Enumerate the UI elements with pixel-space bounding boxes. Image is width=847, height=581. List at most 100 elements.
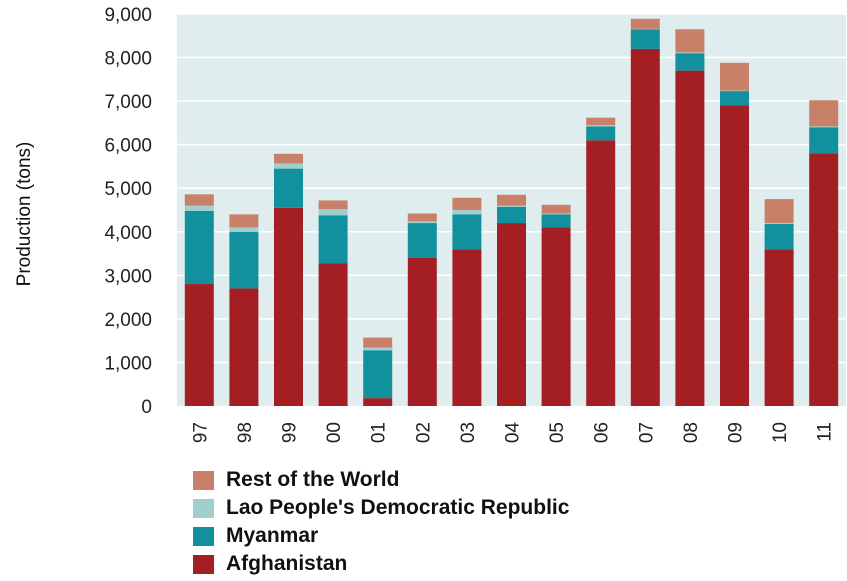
bar-segment	[497, 194, 526, 206]
bar-segment	[452, 214, 482, 250]
bar-segment	[675, 70, 705, 406]
bar-segment	[541, 204, 571, 214]
y-tick-label: 9,000	[104, 5, 152, 26]
bar-segment	[363, 350, 393, 399]
y-axis-ticks: 0 1,000 2,000 3,000 4,000 5,000 6,000 7,000 8,00…	[104, 5, 152, 418]
bar-segment	[541, 214, 571, 228]
y-axis-label: Production (tons)	[14, 142, 35, 287]
bar-segment	[764, 223, 794, 224]
x-tick-label: 07	[636, 422, 657, 443]
bar-segment	[318, 263, 348, 406]
bar-segment	[184, 284, 214, 406]
x-tick-label: 08	[681, 422, 702, 443]
legend: Rest of the World Lao People's Democratic…	[193, 466, 569, 578]
x-tick-label: 02	[413, 422, 434, 443]
x-tick-label: 04	[503, 422, 524, 444]
x-tick-label: 06	[592, 422, 613, 443]
bar-segment	[764, 249, 794, 406]
bar-segment	[675, 29, 705, 53]
legend-label: Rest of the World	[226, 468, 400, 491]
legend-label: Afghanistan	[226, 552, 348, 575]
bar-segment	[363, 347, 393, 351]
x-tick-label: 05	[547, 422, 568, 443]
bar-segment	[452, 210, 482, 215]
bar-segment	[318, 215, 348, 264]
y-tick-label: 1,000	[104, 353, 152, 374]
bar-segment	[586, 117, 616, 126]
y-tick-label: 8,000	[104, 49, 152, 70]
bar-segment	[630, 29, 660, 49]
x-tick-label: 01	[369, 422, 390, 443]
bar-segment	[229, 231, 259, 289]
bar-segment	[318, 209, 348, 216]
x-axis-ticks: 97 98 99 00 01 02 03 04 05 06 07 08 09 10 11	[190, 422, 835, 444]
x-tick-label: 98	[235, 422, 256, 443]
x-tick-label: 97	[190, 422, 211, 443]
y-tick-label: 6,000	[104, 136, 152, 157]
bar-segment	[452, 197, 482, 210]
bar-segment	[274, 168, 303, 208]
legend-swatch	[193, 470, 214, 490]
bar-segment	[586, 125, 616, 127]
bar-segment	[541, 227, 571, 406]
x-tick-label: 99	[280, 422, 301, 443]
bar-segment	[363, 398, 393, 406]
y-tick-label: 7,000	[104, 92, 152, 113]
bar-segment	[675, 52, 705, 54]
bar-segment	[274, 207, 303, 406]
bar-segment	[184, 205, 214, 211]
bar-segment	[274, 153, 303, 164]
y-tick-label: 4,000	[104, 223, 152, 244]
x-tick-label: 03	[458, 422, 479, 443]
bar-segment	[586, 126, 616, 141]
bar-segment	[229, 288, 259, 406]
bar-segment	[675, 53, 705, 71]
bar-segment	[809, 153, 839, 406]
x-tick-label: 09	[726, 422, 747, 443]
legend-item: Afghanistan	[193, 550, 569, 578]
bar-segment	[407, 223, 437, 258]
x-tick-label: 10	[770, 422, 791, 443]
bar-segment	[809, 127, 839, 154]
bar-segment	[541, 213, 571, 215]
bar-segment	[184, 194, 214, 206]
stacked-bar-chart: 0 1,000 2,000 3,000 4,000 5,000 6,000 7,000 8,00…	[14, 5, 846, 444]
bar-segment	[274, 163, 303, 169]
bar-segment	[764, 223, 794, 250]
y-tick-label: 5,000	[104, 179, 152, 200]
bar-segment	[184, 210, 214, 285]
legend-item: Lao People's Democratic Republic	[193, 494, 569, 522]
y-tick-label: 2,000	[104, 310, 152, 331]
y-tick-label: 0	[141, 397, 152, 418]
bar-segment	[407, 221, 437, 224]
bar-segment	[497, 205, 526, 207]
bar-segment	[407, 257, 437, 406]
x-tick-label: 11	[815, 422, 836, 442]
legend-swatch	[193, 498, 214, 518]
legend-label: Lao People's Democratic Republic	[226, 496, 570, 519]
bar-segment	[809, 100, 839, 127]
bar-segment	[497, 206, 526, 224]
bar-segment	[452, 249, 482, 406]
bar-segment	[318, 200, 348, 210]
bars	[184, 18, 839, 407]
bar-segment	[720, 105, 749, 406]
legend-swatch	[193, 526, 214, 546]
bar-segment	[497, 223, 526, 406]
x-tick-label: 00	[324, 422, 345, 443]
bar-segment	[407, 213, 437, 222]
bar-segment	[363, 337, 393, 348]
bar-segment	[720, 62, 749, 91]
y-tick-label: 3,000	[104, 266, 152, 287]
legend-item: Rest of the World	[193, 466, 569, 494]
bar-segment	[720, 91, 749, 106]
bar-segment	[764, 199, 794, 224]
bar-segment	[809, 126, 839, 128]
bar-segment	[630, 18, 660, 29]
bar-segment	[586, 140, 616, 407]
bar-segment	[229, 227, 259, 232]
legend-swatch	[193, 554, 214, 574]
bar-segment	[630, 48, 660, 406]
legend-label: Myanmar	[226, 524, 319, 547]
legend-item: Myanmar	[193, 522, 569, 550]
